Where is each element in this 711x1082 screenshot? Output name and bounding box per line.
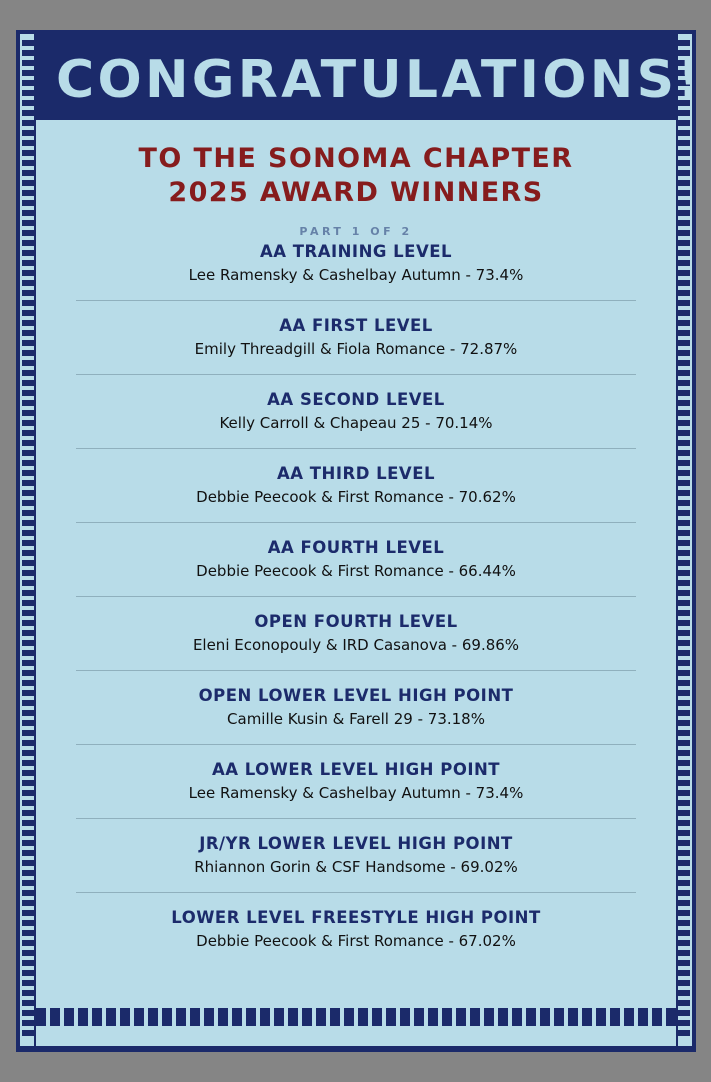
subtitle: TO THE SONOMA CHAPTER 2025 AWARD WINNERS <box>36 142 676 210</box>
main-content: TO THE SONOMA CHAPTER 2025 AWARD WINNERS… <box>36 120 676 967</box>
subtitle-line-1: TO THE SONOMA CHAPTER <box>138 143 574 174</box>
award-winner: Emily Threadgill & Fiola Romance - 72.87… <box>194 340 518 358</box>
header-banner: CONGRATULATIONS! <box>36 34 692 120</box>
part-label: PART 1 OF 2 <box>299 225 413 238</box>
right-border-stripes <box>678 40 690 1040</box>
award-title: OPEN FOURTH LEVEL <box>254 612 458 631</box>
award-title: AA LOWER LEVEL HIGH POINT <box>211 760 501 779</box>
award-item: AA TRAINING LEVEL Lee Ramensky & Cashelb… <box>76 240 636 301</box>
award-item: OPEN FOURTH LEVEL Eleni Econopouly & IRD… <box>76 597 636 671</box>
award-title: AA SECOND LEVEL <box>267 390 445 409</box>
award-title: AA TRAINING LEVEL <box>259 242 453 261</box>
subtitle-line-2: 2025 AWARD WINNERS <box>168 177 544 208</box>
award-item: AA FOURTH LEVEL Debbie Peecook & First R… <box>76 523 636 597</box>
award-winner: Lee Ramensky & Cashelbay Autumn - 73.4% <box>188 266 524 284</box>
award-title: AA FIRST LEVEL <box>279 316 433 335</box>
poster-panel: CONGRATULATIONS! TO THE SONOMA CHAPTER 2… <box>20 34 692 1046</box>
award-item: OPEN LOWER LEVEL HIGH POINT Camille Kusi… <box>76 671 636 745</box>
award-title: LOWER LEVEL FREESTYLE HIGH POINT <box>171 908 541 927</box>
award-title: JR/YR LOWER LEVEL HIGH POINT <box>199 834 513 853</box>
award-winner: Eleni Econopouly & IRD Casanova - 69.86% <box>192 636 520 654</box>
award-winner: Debbie Peecook & First Romance - 66.44% <box>196 562 516 580</box>
award-winner: Lee Ramensky & Cashelbay Autumn - 73.4% <box>188 784 524 802</box>
award-item: AA THIRD LEVEL Debbie Peecook & First Ro… <box>76 449 636 523</box>
award-list: AA TRAINING LEVEL Lee Ramensky & Cashelb… <box>76 240 636 967</box>
left-border-line <box>34 34 36 1046</box>
award-winner: Camille Kusin & Farell 29 - 73.18% <box>227 710 485 728</box>
right-border-line <box>676 34 678 1046</box>
award-item: JR/YR LOWER LEVEL HIGH POINT Rhiannon Go… <box>76 819 636 893</box>
award-poster: CONGRATULATIONS! TO THE SONOMA CHAPTER 2… <box>16 30 696 1052</box>
award-winner: Debbie Peecook & First Romance - 70.62% <box>196 488 516 506</box>
award-item: AA FIRST LEVEL Emily Threadgill & Fiola … <box>76 301 636 375</box>
left-border-stripes <box>22 40 34 1040</box>
award-title: AA THIRD LEVEL <box>277 464 435 483</box>
award-item: AA SECOND LEVEL Kelly Carroll & Chapeau … <box>76 375 636 449</box>
award-title: OPEN LOWER LEVEL HIGH POINT <box>198 686 514 705</box>
bottom-border-stripes <box>36 1008 676 1026</box>
award-item: AA LOWER LEVEL HIGH POINT Lee Ramensky &… <box>76 745 636 819</box>
award-item: LOWER LEVEL FREESTYLE HIGH POINT Debbie … <box>76 893 636 967</box>
award-winner: Debbie Peecook & First Romance - 67.02% <box>196 932 516 950</box>
award-winner: Rhiannon Gorin & CSF Handsome - 69.02% <box>194 858 518 876</box>
award-winner: Kelly Carroll & Chapeau 25 - 70.14% <box>219 414 493 432</box>
page-title: CONGRATULATIONS! <box>56 50 692 110</box>
award-title: AA FOURTH LEVEL <box>267 538 445 557</box>
